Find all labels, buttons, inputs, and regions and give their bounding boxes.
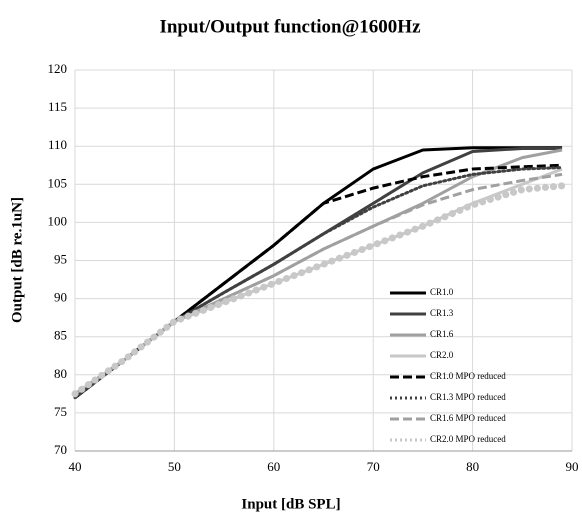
y-tick-label: 95 bbox=[54, 251, 67, 266]
legend-label: CR1.3 MPO reduced bbox=[430, 392, 506, 402]
x-tick-label: 40 bbox=[69, 459, 82, 474]
legend-label: CR1.0 MPO reduced bbox=[430, 371, 506, 381]
series-line bbox=[71, 182, 566, 398]
legend-label: CR1.6 bbox=[430, 329, 454, 339]
y-tick-label: 115 bbox=[48, 99, 67, 114]
x-tick-label: 50 bbox=[168, 459, 181, 474]
y-tick-label: 120 bbox=[48, 61, 68, 76]
legend-label: CR1.3 bbox=[430, 308, 454, 318]
legend-label: CR1.6 MPO reduced bbox=[430, 413, 506, 423]
y-tick-label: 100 bbox=[48, 213, 68, 228]
y-tick-label: 85 bbox=[54, 328, 67, 343]
y-axis-label: Output [dB re.1uN] bbox=[9, 197, 25, 323]
legend-label: CR2.0 bbox=[430, 350, 454, 360]
series-line bbox=[74, 167, 563, 396]
x-tick-label: 70 bbox=[367, 459, 380, 474]
y-tick-label: 105 bbox=[48, 175, 68, 190]
series-line bbox=[74, 172, 563, 396]
y-tick-label: 110 bbox=[48, 137, 67, 152]
y-tick-label: 70 bbox=[54, 442, 67, 457]
y-tick-label: 90 bbox=[54, 290, 67, 305]
series-line bbox=[74, 146, 563, 399]
legend-label: CR1.0 bbox=[430, 287, 454, 297]
legend-label: CR2.0 MPO reduced bbox=[430, 434, 506, 444]
x-tick-label: 80 bbox=[466, 459, 479, 474]
x-tick-label: 90 bbox=[566, 459, 579, 474]
x-axis-label: Input [dB SPL] bbox=[241, 496, 340, 512]
y-tick-label: 80 bbox=[54, 366, 67, 381]
series-line bbox=[74, 146, 563, 399]
chart-title: Input/Output function@1600Hz bbox=[159, 16, 421, 37]
series-line bbox=[74, 148, 563, 396]
y-tick-label: 75 bbox=[54, 404, 67, 419]
x-tick-label: 60 bbox=[267, 459, 280, 474]
